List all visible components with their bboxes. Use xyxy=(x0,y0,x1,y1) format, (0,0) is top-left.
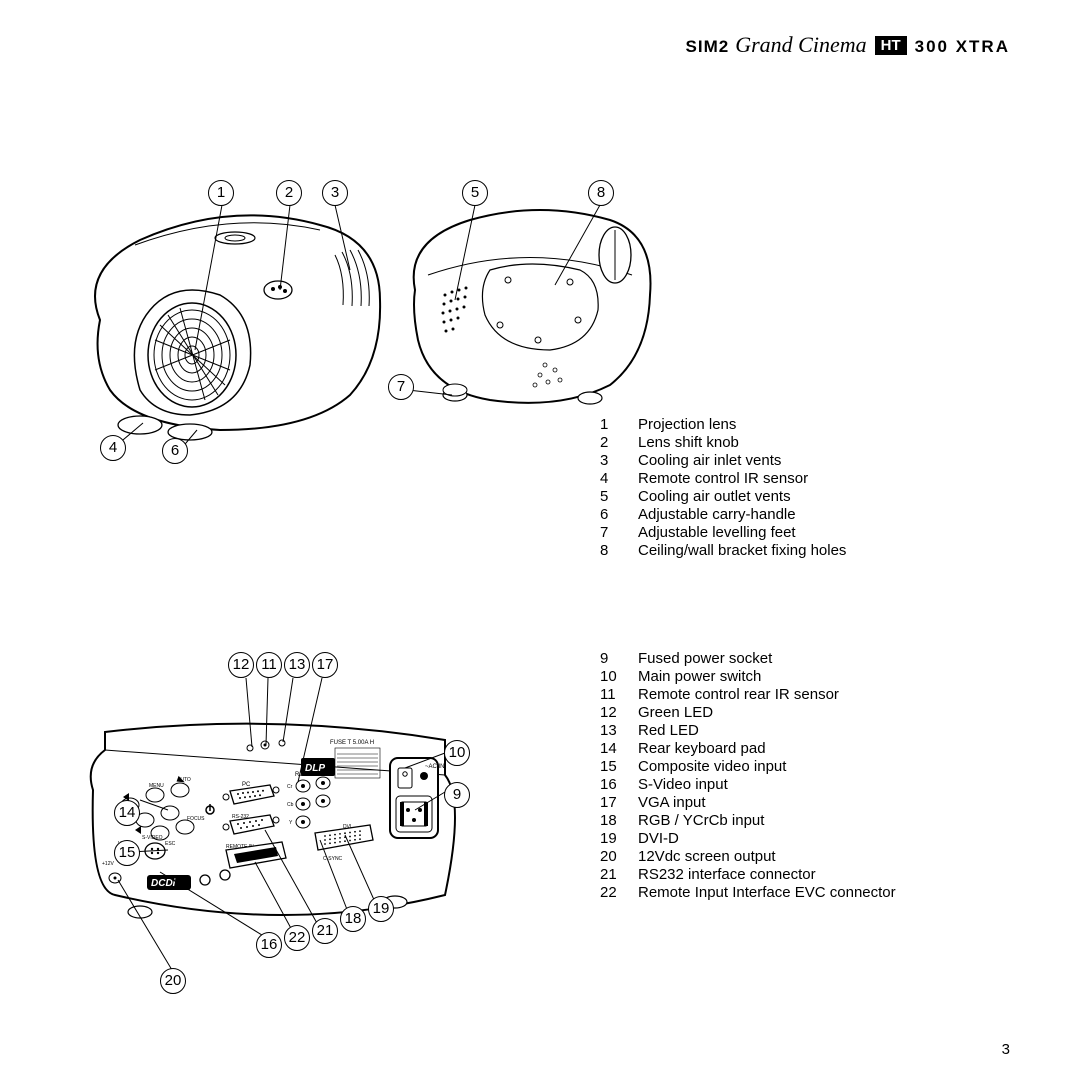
callout-18: 18 xyxy=(340,906,366,932)
callout-19: 19 xyxy=(368,896,394,922)
callout-14: 14 xyxy=(114,800,140,826)
callout-21: 21 xyxy=(312,918,338,944)
callout-11: 11 xyxy=(256,652,282,678)
legend-bottom: 9Fused power socket 10Main power switch … xyxy=(600,650,914,902)
page-number: 3 xyxy=(1002,1041,1010,1058)
callout-10: 10 xyxy=(444,740,470,766)
page: SIM2 Grand Cinema HT 300 XTRA xyxy=(0,0,1080,1080)
callout-15: 15 xyxy=(114,840,140,866)
callout-17: 17 xyxy=(312,652,338,678)
callout-13: 13 xyxy=(284,652,310,678)
callout-22: 22 xyxy=(284,925,310,951)
leaders-bottom xyxy=(0,0,1080,1080)
callout-20: 20 xyxy=(160,968,186,994)
callout-16: 16 xyxy=(256,932,282,958)
callout-9: 9 xyxy=(444,782,470,808)
callout-12: 12 xyxy=(228,652,254,678)
